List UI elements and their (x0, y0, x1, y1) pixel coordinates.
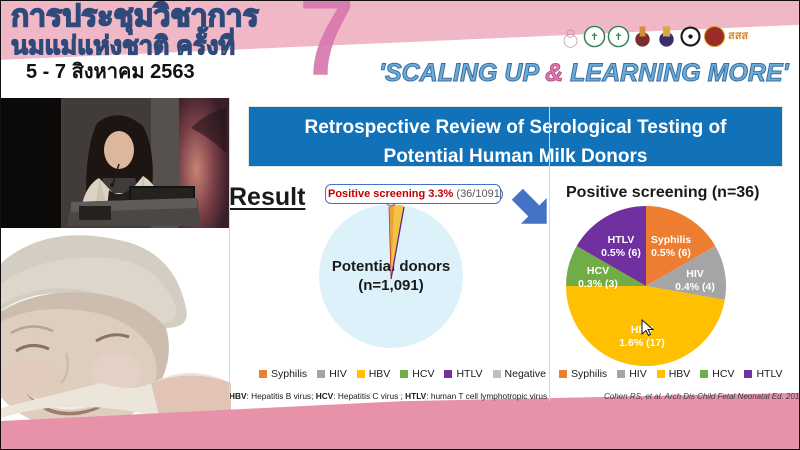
svg-text:✝: ✝ (590, 32, 598, 43)
svg-text:✝: ✝ (614, 32, 622, 43)
